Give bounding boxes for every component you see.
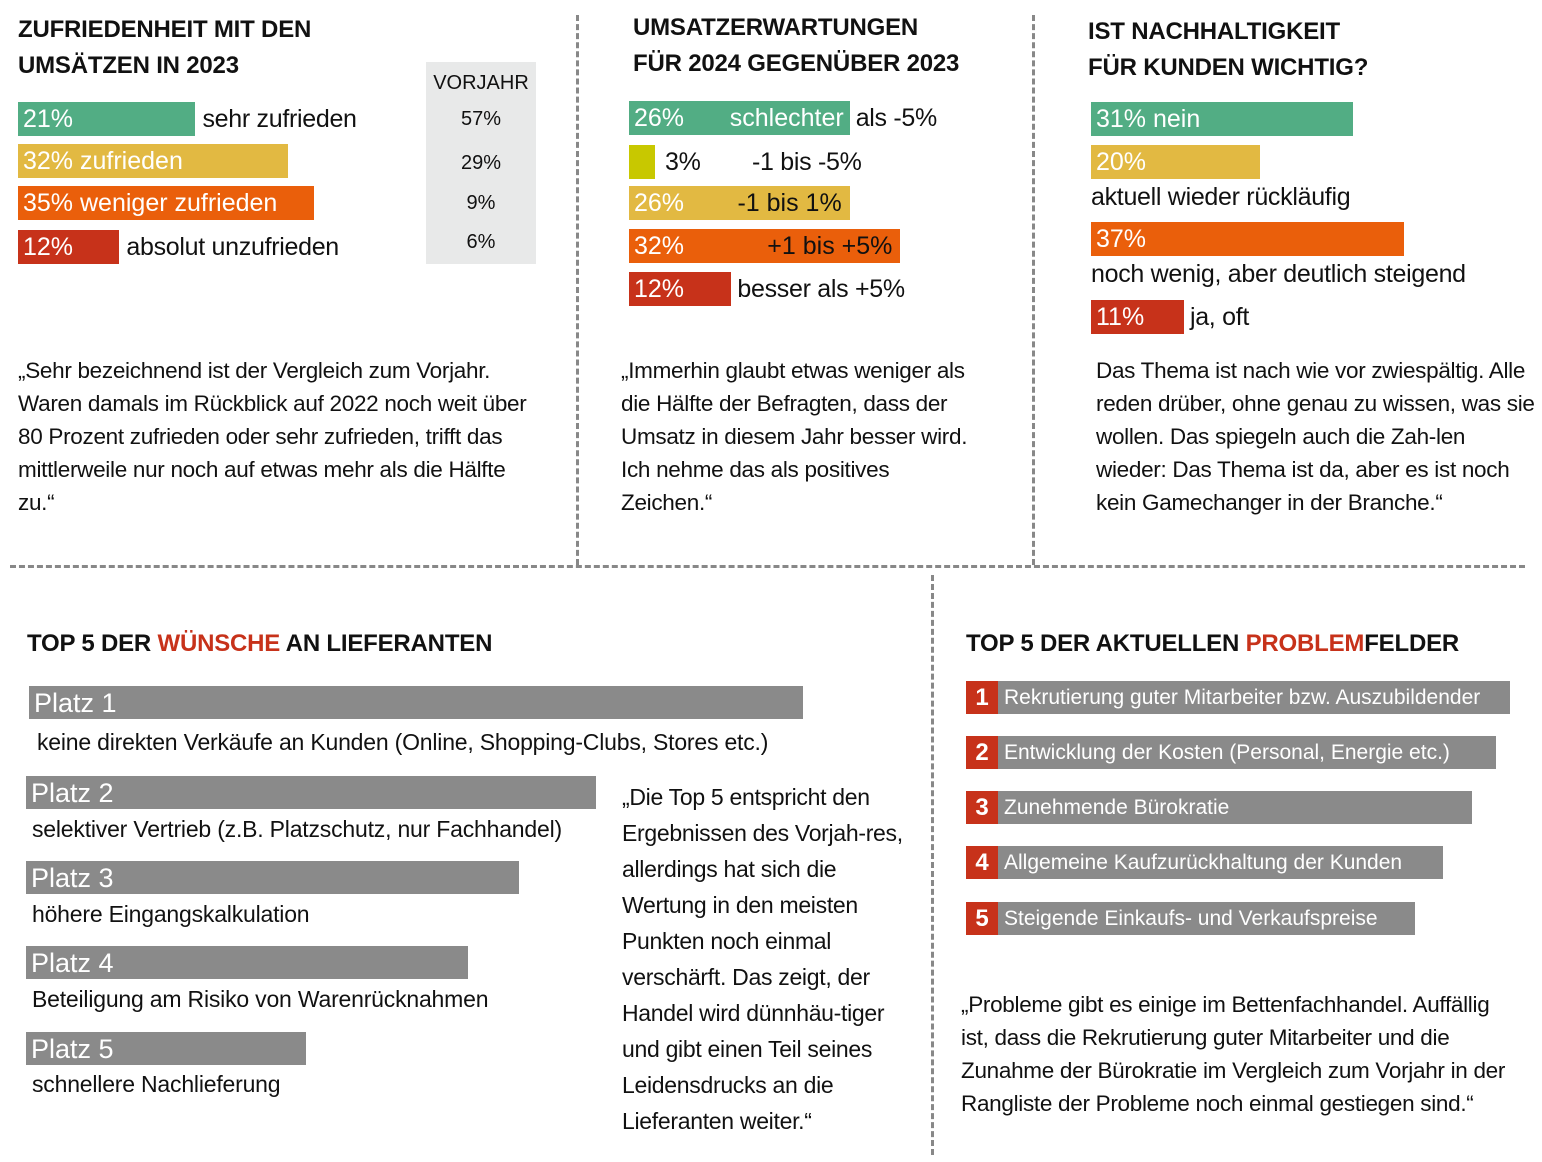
bar: 31% nein — [1091, 102, 1353, 136]
bar — [629, 145, 656, 179]
rank-bar: Platz 1 — [29, 686, 803, 719]
category-label: als -5% — [855, 104, 938, 132]
divider — [10, 565, 1525, 568]
category-label: besser als +5% — [737, 275, 905, 303]
bar: 35% weniger zufrieden — [18, 186, 314, 220]
bar: 32% +1 bis +5% — [629, 229, 901, 263]
problem-item: 1 Rekrutierung guter Mitarbeiter bzw. Aus… — [966, 681, 1510, 714]
rank-text: keine direkten Verkäufe an Kunden (Onlin… — [37, 729, 769, 755]
value-label: 26% — [634, 189, 685, 217]
problem-rank: 1 — [966, 681, 998, 714]
value-label: 26% — [634, 104, 685, 132]
problem-item: 5 Steigende Einkaufs- und Verkaufspreise — [966, 902, 1415, 935]
panel2-quote: „Immerhin glaubt etwas weniger als die H… — [621, 358, 968, 515]
rank-text: selektiver Vertrieb (z.B. Platzschutz, n… — [32, 816, 562, 842]
problem-item: 4 Allgemeine Kaufzurückhaltung der Kunden — [966, 846, 1443, 879]
rank-bar: Platz 2 — [26, 776, 596, 809]
category-label: +1 bis +5% — [767, 232, 893, 260]
value-label: 11% — [1096, 303, 1145, 331]
bar: 32% zufrieden — [18, 144, 289, 178]
category-label: absolut unzufrieden — [126, 233, 339, 261]
previous-year-value: 29% — [460, 152, 502, 174]
title-line: FÜR KUNDEN WICHTIG? — [1088, 54, 1369, 81]
problem-rank: 3 — [966, 791, 998, 824]
category-label: schlechter — [729, 104, 844, 132]
title-highlight: PROBLEM — [1245, 630, 1365, 657]
bar: 26% -1 bis 1% — [629, 186, 850, 220]
bar: 12% — [629, 272, 732, 306]
panel3-title: IST NACHHALTIGKEIT FÜR KUNDEN WICHTIG? — [1088, 14, 1368, 86]
category-label: zufrieden — [80, 147, 183, 175]
value-label: 32% — [634, 232, 685, 260]
wishes-quote: „Die Top 5 entspricht den Ergebnissen de… — [622, 784, 903, 1134]
problem-rank: 4 — [966, 846, 998, 879]
problems-quote: „Probleme gibt es einige im Bettenfachha… — [961, 992, 1506, 1116]
value-label: 21% — [23, 105, 74, 133]
previous-year-box: VORJAHR 57% 29% 9% 6% — [426, 62, 536, 264]
title-part: TOP 5 DER — [27, 630, 158, 657]
title-line: IST NACHHALTIGKEIT — [1088, 18, 1340, 45]
previous-year-header: VORJAHR — [433, 72, 529, 94]
category-label: noch wenig, aber deutlich steigend — [1091, 260, 1466, 288]
panel2-title: UMSATZERWARTUNGEN FÜR 2024 GEGENÜBER 2023 — [633, 10, 959, 82]
value-label: 3% — [665, 148, 701, 176]
title-highlight: WÜNSCHE — [157, 630, 281, 657]
title-part: AN LIEFERANTEN — [280, 630, 493, 657]
value-label: 31% — [1096, 105, 1147, 133]
category-label: ja, oft — [1189, 303, 1249, 331]
value-label: 35% — [23, 189, 74, 217]
problems-title: TOP 5 DER AKTUELLEN PROBLEMFELDER — [966, 626, 1459, 662]
category-label: -1 bis -5% — [752, 148, 862, 176]
problem-rank: 5 — [966, 902, 998, 935]
wishes-title: TOP 5 DER WÜNSCHE AN LIEFERANTEN — [27, 626, 492, 662]
category-label: aktuell wieder rückläufig — [1091, 183, 1351, 211]
problem-text: Zunehmende Bürokratie — [1004, 796, 1230, 819]
title-part: TOP 5 DER AKTUELLEN — [966, 630, 1246, 657]
title-part: FELDER — [1364, 630, 1460, 657]
divider — [931, 575, 934, 1155]
panel3-quote: Das Thema ist nach wie vor zwiespältig. … — [1096, 358, 1535, 515]
title-line: ZUFRIEDENHEIT MIT DEN — [18, 16, 312, 43]
divider — [576, 15, 579, 565]
rank-text: schnellere Nachlieferung — [32, 1071, 281, 1097]
bar: 26% schlechter — [629, 101, 850, 135]
category-label: sehr zufrieden — [202, 105, 357, 133]
previous-year-value: 6% — [466, 231, 496, 253]
category-label: -1 bis 1% — [737, 189, 842, 217]
problem-text: Rekrutierung guter Mitarbeiter bzw. Ausz… — [1004, 686, 1481, 709]
problem-text: Allgemeine Kaufzurückhaltung der Kunden — [1004, 851, 1403, 874]
rank-bar: Platz 5 — [26, 1032, 306, 1065]
title-line: UMSATZERWARTUNGEN — [633, 14, 919, 41]
divider — [1032, 15, 1035, 565]
bar: 11% — [1091, 300, 1184, 334]
rank-bar: Platz 4 — [26, 946, 468, 979]
panel1-title: ZUFRIEDENHEIT MIT DEN UMSÄTZEN IN 2023 — [18, 12, 311, 84]
panel1-quote: „Sehr bezeichnend ist der Vergleich zum … — [18, 358, 527, 515]
problem-text: Entwicklung der Kosten (Personal, Energi… — [1004, 741, 1450, 764]
bar: 20% — [1091, 145, 1260, 179]
title-line: UMSÄTZEN IN 2023 — [18, 52, 239, 79]
bar: 21% — [18, 102, 196, 136]
category-label: nein — [1153, 105, 1201, 133]
rank-text: Beteiligung am Risiko von Warenrücknahme… — [32, 986, 489, 1012]
bar: 12% — [18, 230, 120, 264]
value-label: 12% — [634, 275, 685, 303]
previous-year-value: 57% — [460, 108, 502, 130]
value-label: 37% — [1096, 225, 1147, 253]
value-label: 12% — [23, 233, 74, 261]
problem-text: Steigende Einkaufs- und Verkaufspreise — [1004, 907, 1378, 930]
category-label: weniger zufrieden — [80, 189, 278, 217]
title-line: FÜR 2024 GEGENÜBER 2023 — [633, 50, 960, 77]
previous-year-value: 9% — [466, 192, 496, 214]
rank-text: höhere Eingangskalkulation — [32, 901, 310, 927]
bar: 37% — [1091, 222, 1404, 256]
rank-bar: Platz 3 — [26, 861, 519, 894]
value-label: 32% — [23, 147, 74, 175]
problem-item: 2 Entwicklung der Kosten (Personal, Energ… — [966, 736, 1496, 769]
problem-item: 3 Zunehmende Bürokratie — [966, 791, 1472, 824]
problem-rank: 2 — [966, 736, 998, 769]
value-label: 20% — [1096, 148, 1147, 176]
